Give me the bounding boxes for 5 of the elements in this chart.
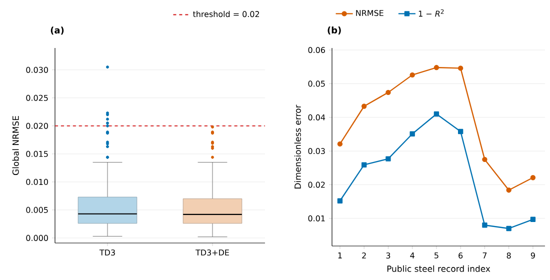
chart-title: (b) bbox=[328, 26, 341, 35]
y-axis-title: Dimensionless error bbox=[294, 104, 301, 188]
chart-title: (a) bbox=[50, 26, 64, 35]
x-axis-title: Public steel record index bbox=[387, 265, 490, 272]
y-axis-title: Global NRMSE bbox=[12, 116, 19, 176]
